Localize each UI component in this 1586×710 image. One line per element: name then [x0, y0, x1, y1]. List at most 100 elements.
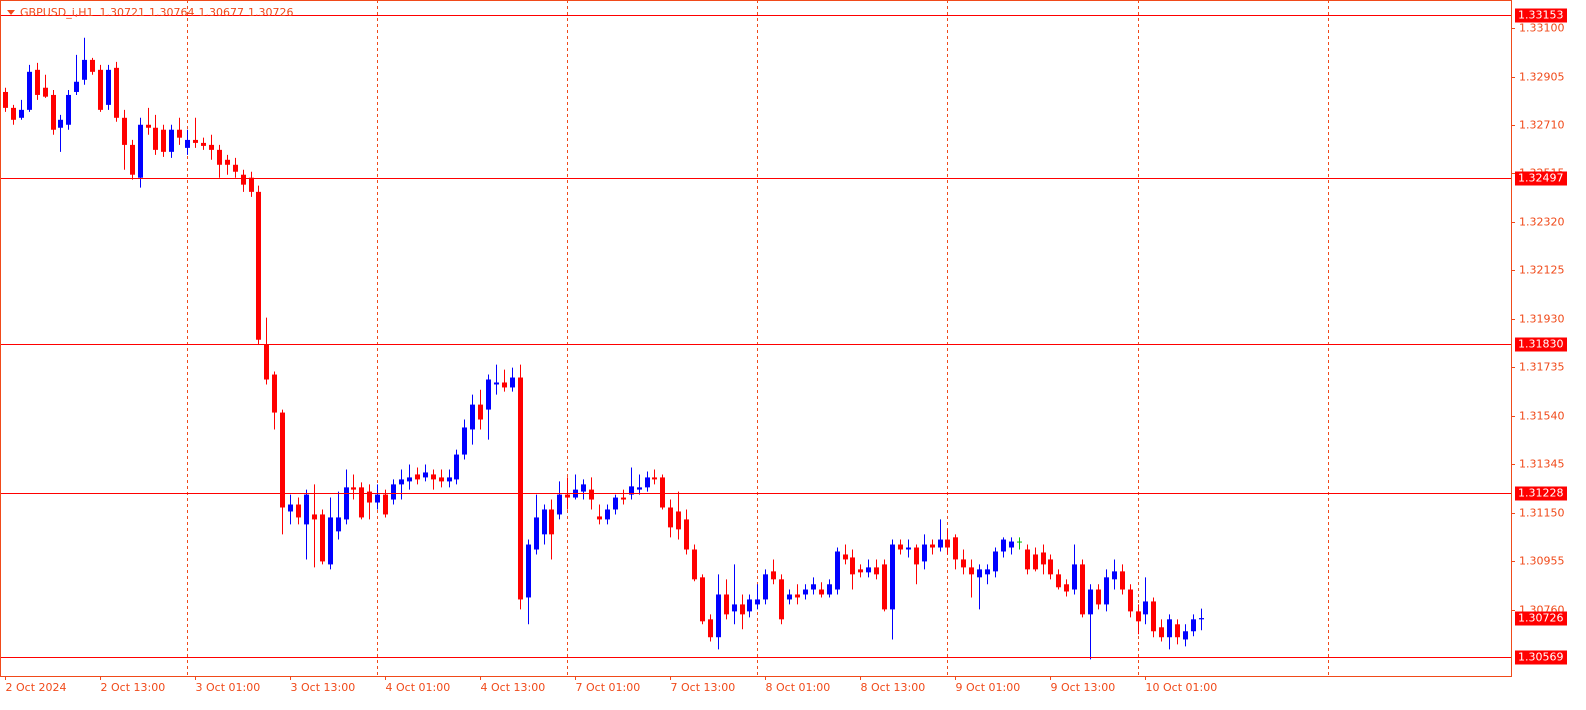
- candle-body: [225, 159, 230, 165]
- candle-body: [858, 569, 863, 573]
- candle-body: [130, 144, 135, 175]
- candle-body: [977, 569, 982, 578]
- x-tick-label: 9 Oct 13:00: [1051, 681, 1116, 694]
- candle-body: [383, 494, 388, 515]
- candle-body: [122, 117, 127, 145]
- level-label-box: [1515, 650, 1567, 665]
- candle-body: [700, 577, 705, 622]
- candle-body: [185, 139, 190, 148]
- candle-body: [510, 377, 515, 388]
- candle-body: [399, 479, 404, 485]
- header-open: 1.30721: [100, 6, 146, 19]
- candle-body: [1167, 619, 1172, 638]
- y-tick-label: 1.31345: [1519, 458, 1565, 471]
- header-icon: [7, 10, 15, 15]
- x-tick-label: 3 Oct 13:00: [291, 681, 356, 694]
- candle-body: [652, 477, 657, 480]
- candle-body: [375, 494, 380, 503]
- candle-body: [1104, 577, 1109, 605]
- x-tick-label: 8 Oct 01:00: [766, 681, 831, 694]
- candle-body: [209, 144, 214, 150]
- plot-area: [0, 0, 1511, 676]
- level-label: 1.30569: [1518, 651, 1564, 664]
- candle-body: [241, 174, 246, 185]
- candle-body: [264, 344, 269, 380]
- x-tick-label: 4 Oct 01:00: [386, 681, 451, 694]
- current-price-label: 1.30726: [1518, 612, 1564, 625]
- candle-body: [708, 619, 713, 638]
- candle-body: [27, 71, 32, 110]
- candle-body: [676, 511, 681, 530]
- candle-body: [771, 571, 776, 580]
- candle-body: [747, 599, 752, 612]
- candle-body: [415, 474, 420, 480]
- candle-body: [1009, 541, 1014, 548]
- level-label-box: [1515, 171, 1567, 186]
- y-tick-label: 1.32320: [1519, 216, 1565, 229]
- candle-body: [866, 567, 871, 573]
- candle-body: [320, 514, 325, 562]
- candle-body: [423, 472, 428, 478]
- candle-body: [304, 494, 309, 525]
- candle-body: [890, 544, 895, 610]
- candle-body: [58, 119, 63, 128]
- current-price-box: [1515, 611, 1567, 626]
- x-tick-label: 7 Oct 13:00: [671, 681, 736, 694]
- header: GBPUSD_i,H1 1.30721 1.30764 1.30677 1.30726: [20, 6, 294, 19]
- candle-body: [201, 142, 206, 146]
- x-tick-label: 3 Oct 01:00: [196, 681, 261, 694]
- candle-body: [613, 497, 618, 510]
- candle-body: [35, 69, 40, 95]
- candle-body: [153, 127, 158, 150]
- candle-body: [1120, 571, 1125, 590]
- candle-body: [486, 379, 491, 410]
- candle-body: [945, 539, 950, 548]
- candle-body: [344, 487, 349, 520]
- candle-body: [336, 517, 341, 532]
- candle-body: [763, 574, 768, 600]
- candle-body: [1001, 539, 1006, 552]
- candle-body: [985, 569, 990, 575]
- candle-body: [272, 374, 277, 413]
- level-label-box: [1515, 337, 1567, 352]
- candle-body: [922, 544, 927, 562]
- candle-body: [605, 509, 610, 520]
- level-label-box: [1515, 486, 1567, 501]
- candle-body: [906, 547, 911, 550]
- candle-body: [716, 594, 721, 638]
- candle-body: [51, 94, 56, 130]
- candle-body: [542, 509, 547, 535]
- y-tick-label: 1.33100: [1519, 22, 1565, 35]
- candle-body: [217, 149, 222, 165]
- candle-body: [969, 567, 974, 575]
- candle-body: [367, 491, 372, 503]
- candle-body: [1088, 589, 1093, 615]
- candle-body: [930, 544, 935, 548]
- y-tick-label: 1.32125: [1519, 264, 1565, 277]
- candle-body: [391, 484, 396, 500]
- candle-body: [961, 559, 966, 568]
- candle-body: [106, 69, 111, 105]
- candle-body: [724, 594, 729, 615]
- candle-body: [1048, 559, 1053, 575]
- candle-body: [1159, 627, 1164, 638]
- candle-body: [787, 594, 792, 600]
- candle-body: [82, 59, 87, 80]
- candle-body: [161, 129, 166, 152]
- x-tick-label: 7 Oct 01:00: [576, 681, 641, 694]
- candle-body: [755, 599, 760, 605]
- candle-body: [74, 81, 79, 92]
- x-tick-label: 10 Oct 01:00: [1146, 681, 1218, 694]
- candle-body: [827, 584, 832, 595]
- candle-body: [938, 539, 943, 548]
- candle-body: [882, 564, 887, 610]
- candle-body: [914, 547, 919, 565]
- y-tick-label: 1.31930: [1519, 313, 1565, 326]
- plot-border: [0, 0, 1512, 677]
- y-tick-label: 1.31735: [1519, 361, 1565, 374]
- candle-body: [312, 514, 317, 520]
- candle-body: [993, 551, 998, 572]
- y-tick-label: 1.31150: [1519, 507, 1565, 520]
- candle-body: [447, 477, 452, 482]
